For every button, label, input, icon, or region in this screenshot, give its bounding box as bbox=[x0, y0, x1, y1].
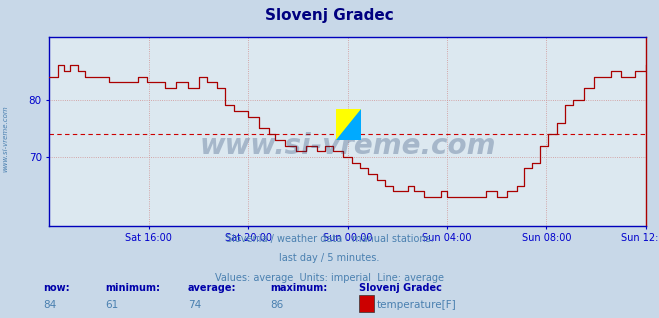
Text: last day / 5 minutes.: last day / 5 minutes. bbox=[279, 253, 380, 263]
Text: www.si-vreme.com: www.si-vreme.com bbox=[2, 105, 9, 172]
Text: Slovenia / weather data - manual stations.: Slovenia / weather data - manual station… bbox=[225, 234, 434, 244]
Text: Slovenj Gradec: Slovenj Gradec bbox=[359, 283, 442, 293]
Text: temperature[F]: temperature[F] bbox=[377, 301, 457, 310]
Polygon shape bbox=[335, 109, 361, 141]
Text: average:: average: bbox=[188, 283, 237, 293]
Text: now:: now: bbox=[43, 283, 69, 293]
Text: 61: 61 bbox=[105, 301, 119, 310]
Text: Values: average  Units: imperial  Line: average: Values: average Units: imperial Line: av… bbox=[215, 273, 444, 283]
Polygon shape bbox=[335, 109, 361, 141]
Text: Slovenj Gradec: Slovenj Gradec bbox=[265, 8, 394, 23]
Text: 86: 86 bbox=[270, 301, 283, 310]
Text: 84: 84 bbox=[43, 301, 56, 310]
Text: minimum:: minimum: bbox=[105, 283, 160, 293]
Text: www.si-vreme.com: www.si-vreme.com bbox=[200, 132, 496, 160]
Text: maximum:: maximum: bbox=[270, 283, 328, 293]
Text: 74: 74 bbox=[188, 301, 201, 310]
